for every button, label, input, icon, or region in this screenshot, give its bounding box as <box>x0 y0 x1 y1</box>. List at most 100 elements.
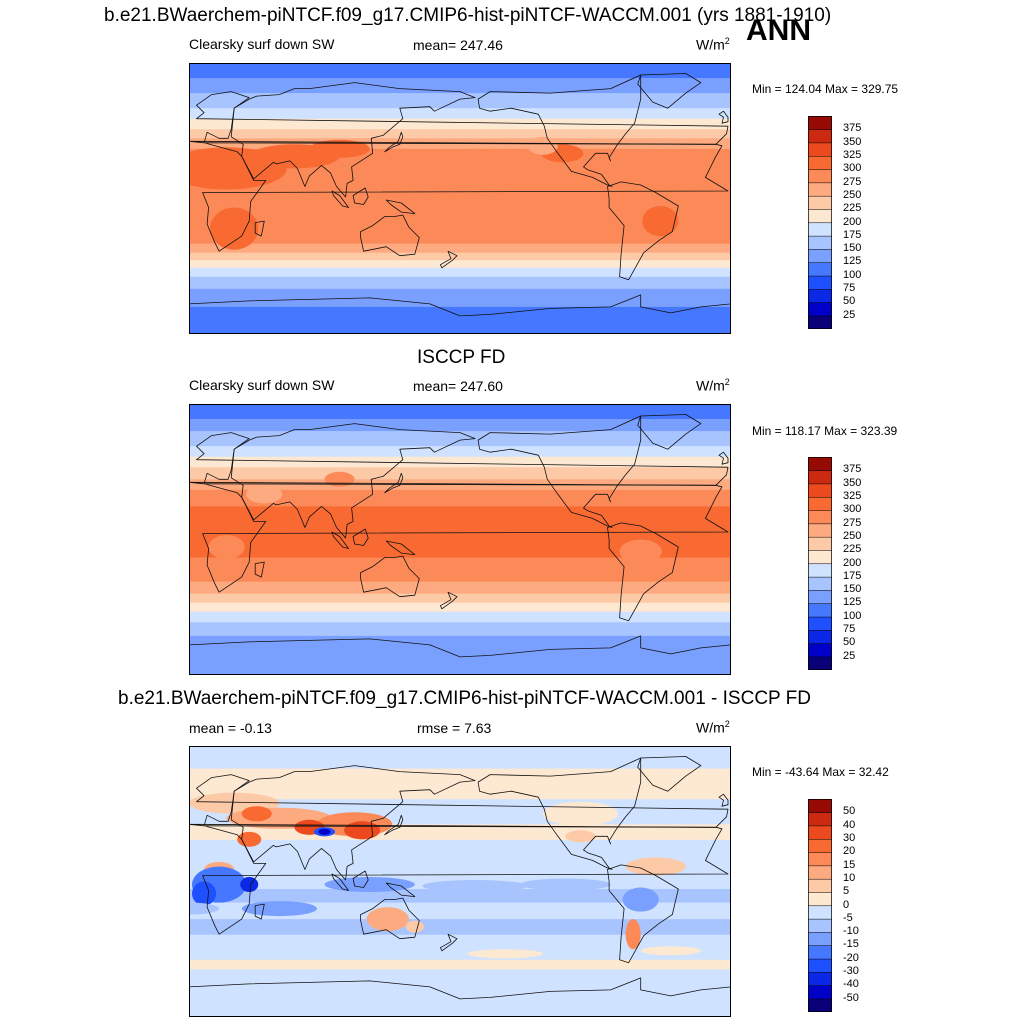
colorbar-tick-label: 20 <box>843 845 856 858</box>
colorbar-swatch <box>808 629 832 644</box>
colorbar-swatch <box>808 262 832 277</box>
colorbar-swatch <box>808 248 832 263</box>
panel-1-minmax: Min = 124.04 Max = 329.75 <box>752 82 899 96</box>
panel-3-map <box>189 746 731 1017</box>
colorbar-tick-label: 125 <box>843 596 862 609</box>
panel-2-map <box>189 404 731 675</box>
colorbar-tick-label: 0 <box>843 898 850 911</box>
colorbar-swatch <box>808 656 832 670</box>
colorbar-tick-label: 325 <box>843 148 862 161</box>
season-label: ANN <box>746 14 811 47</box>
colorbar-swatch <box>808 616 832 631</box>
colorbar-tick-label: 30 <box>843 831 856 844</box>
colorbar-swatch <box>808 891 832 907</box>
colorbar-swatch <box>808 603 832 618</box>
colorbar-tick-label: 25 <box>843 649 856 662</box>
colorbar-swatch <box>808 878 832 893</box>
colorbar-swatch <box>808 799 832 813</box>
colorbar-swatch <box>808 457 832 471</box>
colorbar-tick-label: -10 <box>843 925 859 938</box>
colorbar-swatch <box>808 918 832 933</box>
colorbar-tick-label: 350 <box>843 476 862 489</box>
colorbar-tick-label: 275 <box>843 516 862 529</box>
colorbar-swatch <box>808 838 832 853</box>
colorbar-tick-label: -20 <box>843 951 859 964</box>
colorbar-tick-label: 75 <box>843 623 856 636</box>
colorbar-tick-label: 200 <box>843 215 862 228</box>
colorbar-swatch <box>808 852 832 867</box>
colorbar-swatch <box>808 958 832 973</box>
colorbar-tick-label: 275 <box>843 175 862 188</box>
colorbar-swatch <box>808 169 832 184</box>
colorbar-tick-label: 225 <box>843 543 862 556</box>
colorbar-tick-label: -15 <box>843 938 859 951</box>
colorbar-swatch <box>808 195 832 210</box>
colorbar-tick-label: 150 <box>843 242 862 255</box>
colorbar-swatch <box>808 129 832 144</box>
colorbar-tick-label: 125 <box>843 255 862 268</box>
colorbar-tick-label: 10 <box>843 871 856 884</box>
colorbar-tick-label: -5 <box>843 911 853 924</box>
colorbar-swatch <box>808 563 832 578</box>
colorbar-tick-label: 300 <box>843 503 862 516</box>
colorbar-swatch <box>808 302 832 317</box>
colorbar-swatch <box>808 496 832 511</box>
colorbar-tick-label: 50 <box>843 805 856 818</box>
panel-3-title: b.e21.BWaerchem-piNTCF.f09_g17.CMIP6-his… <box>118 688 811 709</box>
panel-3-mean-label: mean = -0.13 <box>189 720 272 736</box>
panel-2-units: W/m2 <box>696 377 730 394</box>
colorbar-tick-label: 225 <box>843 202 862 215</box>
colorbar-tick-label: 50 <box>843 295 856 308</box>
colorbar-tick-label: 40 <box>843 818 856 831</box>
colorbar-swatch <box>808 523 832 538</box>
colorbar-tick-label: 375 <box>843 122 862 135</box>
colorbar-swatch <box>808 155 832 170</box>
panel-1-colorbar <box>808 116 832 329</box>
colorbar-swatch <box>808 208 832 224</box>
colorbar-tick-label: 300 <box>843 162 862 175</box>
colorbar-swatch <box>808 536 832 551</box>
colorbar-tick-label: -50 <box>843 991 859 1004</box>
colorbar-tick-label: -40 <box>843 978 859 991</box>
panel-2-mean-label: mean= 247.60 <box>413 378 503 394</box>
colorbar-swatch <box>808 470 832 485</box>
colorbar-swatch <box>808 865 832 880</box>
colorbar-swatch <box>808 589 832 604</box>
panel-2-minmax: Min = 118.17 Max = 323.39 <box>752 424 898 438</box>
colorbar-tick-label: 50 <box>843 636 856 649</box>
colorbar-tick-label: 325 <box>843 489 862 502</box>
colorbar-tick-label: 100 <box>843 609 862 622</box>
colorbar-swatch <box>808 825 832 840</box>
colorbar-tick-label: 25 <box>843 308 856 321</box>
colorbar-swatch <box>808 510 832 525</box>
colorbar-swatch <box>808 222 832 237</box>
colorbar-swatch <box>808 945 832 960</box>
colorbar-tick-label: 250 <box>843 188 862 201</box>
colorbar-swatch <box>808 576 832 591</box>
colorbar-swatch <box>808 142 832 157</box>
colorbar-swatch <box>808 235 832 250</box>
panel-3-rmse-label: rmse = 7.63 <box>417 720 492 736</box>
colorbar-tick-label: -30 <box>843 965 859 978</box>
colorbar-swatch <box>808 116 832 130</box>
colorbar-swatch <box>808 643 832 658</box>
panel-3-colorbar <box>808 799 832 1012</box>
colorbar-tick-label: 375 <box>843 463 862 476</box>
panel-3-minmax: Min = -43.64 Max = 32.42 <box>752 765 889 779</box>
colorbar-swatch <box>808 998 832 1012</box>
colorbar-tick-label: 350 <box>843 135 862 148</box>
panel-1-variable-label: Clearsky surf down SW <box>189 36 335 52</box>
colorbar-tick-label: 15 <box>843 858 856 871</box>
panel-2-colorbar <box>808 457 832 670</box>
colorbar-tick-label: 5 <box>843 885 850 898</box>
panel-1-map <box>189 63 731 334</box>
colorbar-tick-label: 75 <box>843 282 856 295</box>
panel-3-units: W/m2 <box>696 719 730 736</box>
panel-2-title: ISCCP FD <box>417 347 506 368</box>
panel-2-variable-label: Clearsky surf down SW <box>189 377 335 393</box>
colorbar-tick-label: 250 <box>843 529 862 542</box>
colorbar-swatch <box>808 971 832 986</box>
colorbar-tick-label: 200 <box>843 556 862 569</box>
colorbar-tick-label: 150 <box>843 583 862 596</box>
colorbar-swatch <box>808 905 832 920</box>
